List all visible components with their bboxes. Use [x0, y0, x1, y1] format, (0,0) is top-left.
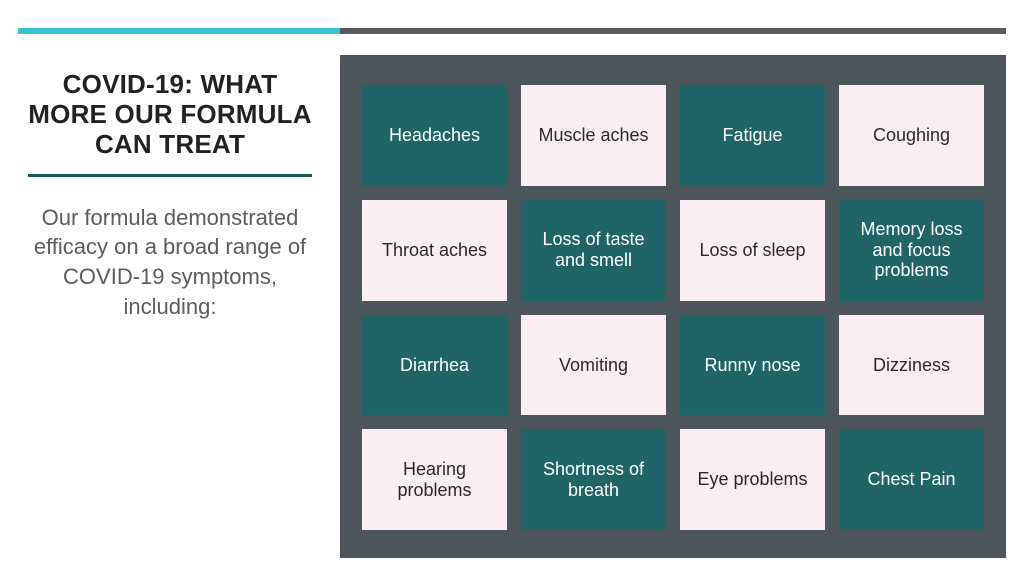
right-accent-bar: [340, 28, 1006, 34]
symptom-cell: Hearing problems: [362, 429, 507, 530]
slide-subtitle: Our formula demonstrated efficacy on a b…: [28, 203, 312, 322]
symptom-cell: Eye problems: [680, 429, 825, 530]
symptom-cell: Muscle aches: [521, 85, 666, 186]
symptom-cell: Shortness of breath: [521, 429, 666, 530]
symptom-cell: Throat aches: [362, 200, 507, 301]
symptom-panel: HeadachesMuscle achesFatigueCoughing Thro…: [340, 55, 1006, 558]
symptom-cell: Headaches: [362, 85, 507, 186]
left-accent-bar: [18, 28, 340, 34]
slide: COVID-19: WHAT MORE OUR FORMULA CAN TREA…: [0, 0, 1024, 576]
symptom-cell: Memory loss and focus problems: [839, 200, 984, 301]
title-divider: [28, 174, 312, 177]
symptom-cell: Vomiting: [521, 315, 666, 416]
left-content: COVID-19: WHAT MORE OUR FORMULA CAN TREA…: [28, 70, 312, 321]
symptom-cell: Fatigue: [680, 85, 825, 186]
symptom-cell: Runny nose: [680, 315, 825, 416]
symptom-cell: Chest Pain: [839, 429, 984, 530]
right-column: HeadachesMuscle achesFatigueCoughing Thro…: [340, 0, 1024, 576]
symptom-cell: Coughing: [839, 85, 984, 186]
symptom-grid: HeadachesMuscle achesFatigueCoughing Thro…: [362, 85, 984, 530]
symptom-cell: Dizziness: [839, 315, 984, 416]
symptom-cell: Diarrhea: [362, 315, 507, 416]
slide-title: COVID-19: WHAT MORE OUR FORMULA CAN TREA…: [28, 70, 312, 160]
symptom-cell: Loss of taste and smell: [521, 200, 666, 301]
symptom-cell: Loss of sleep: [680, 200, 825, 301]
left-column: COVID-19: WHAT MORE OUR FORMULA CAN TREA…: [0, 0, 340, 576]
